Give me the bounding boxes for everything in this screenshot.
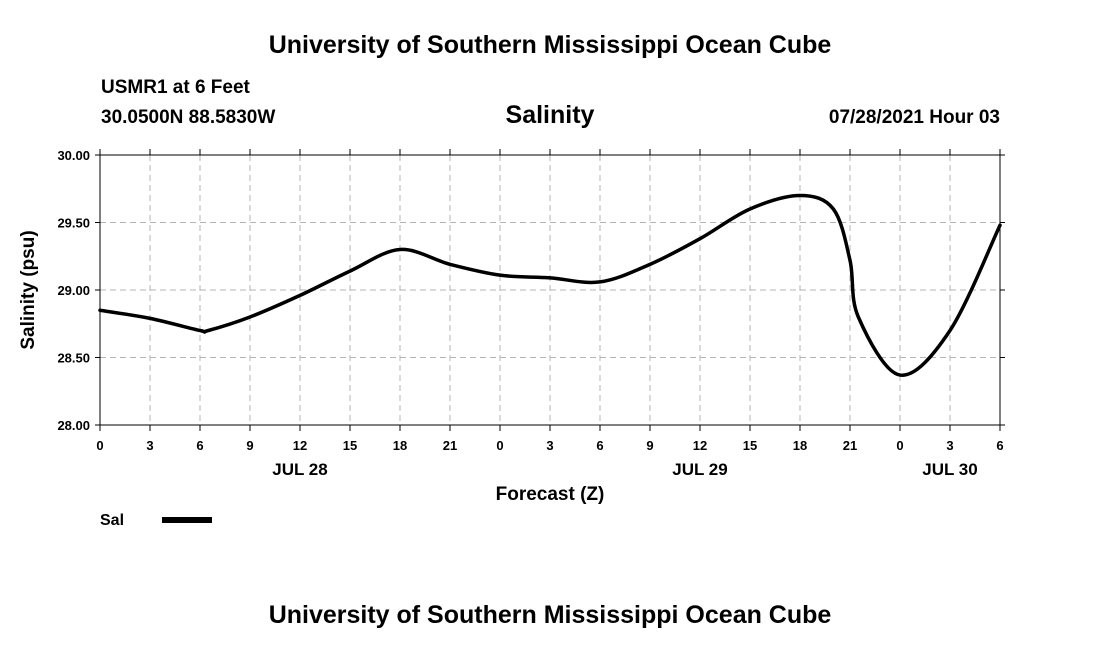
date-label: JUL 29: [672, 460, 727, 479]
x-tick-label: 12: [693, 438, 707, 453]
top-title: University of Southern Mississippi Ocean…: [268, 31, 832, 59]
x-tick-label: 6: [996, 438, 1003, 453]
station-label: USMR1 at 6 Feet: [101, 77, 250, 98]
axis-labels: Forecast (Z) Salinity (psu) 28.00 28.50 29…: [18, 148, 1004, 505]
bottom-title: University of Southern Mississippi Ocean…: [268, 601, 832, 629]
series-line-sal: [98, 193, 1002, 377]
x-tick-label: 12: [293, 438, 307, 453]
x-tick-label: 15: [343, 438, 357, 453]
x-tick-label: 3: [946, 438, 953, 453]
x-tick-label: 9: [646, 438, 653, 453]
x-tick-label: 9: [246, 438, 253, 453]
x-tick-label: 0: [96, 438, 103, 453]
x-tick-label: 21: [843, 438, 857, 453]
y-tick-label: 28.00: [57, 418, 90, 433]
x-tick-label: 0: [896, 438, 903, 453]
x-tick-label: 0: [496, 438, 503, 453]
x-tick-label: 6: [196, 438, 203, 453]
x-tick-label: 3: [146, 438, 153, 453]
x-tick-label: 21: [443, 438, 457, 453]
chart-title: Salinity: [505, 101, 595, 129]
y-tick-label: 28.50: [57, 351, 90, 366]
plot-frame: [99, 154, 1001, 426]
x-tick-label: 18: [793, 438, 807, 453]
y-axis-title: Salinity (psu): [18, 230, 39, 349]
y-tick-label: 30.00: [57, 148, 90, 163]
y-tick-label: 29.50: [57, 216, 90, 231]
x-tick-label: 6: [596, 438, 603, 453]
axes: [95, 149, 1005, 431]
grid-lines: [100, 155, 1000, 425]
x-tick-label: 18: [393, 438, 407, 453]
x-tick-label: 3: [546, 438, 553, 453]
forecast-datetime: 07/28/2021 Hour 03: [828, 107, 1000, 128]
x-tick-label: 15: [743, 438, 757, 453]
y-tick-label: 29.00: [57, 283, 90, 298]
legend-label-sal: Sal: [100, 512, 124, 529]
series-layer: [98, 193, 1002, 377]
x-axis-title: Forecast (Z): [496, 484, 605, 505]
coordinates-label: 30.0500N 88.5830W: [101, 107, 276, 128]
date-label: JUL 30: [922, 460, 977, 479]
legend: Sal: [100, 512, 212, 529]
date-label: JUL 28: [272, 460, 327, 479]
